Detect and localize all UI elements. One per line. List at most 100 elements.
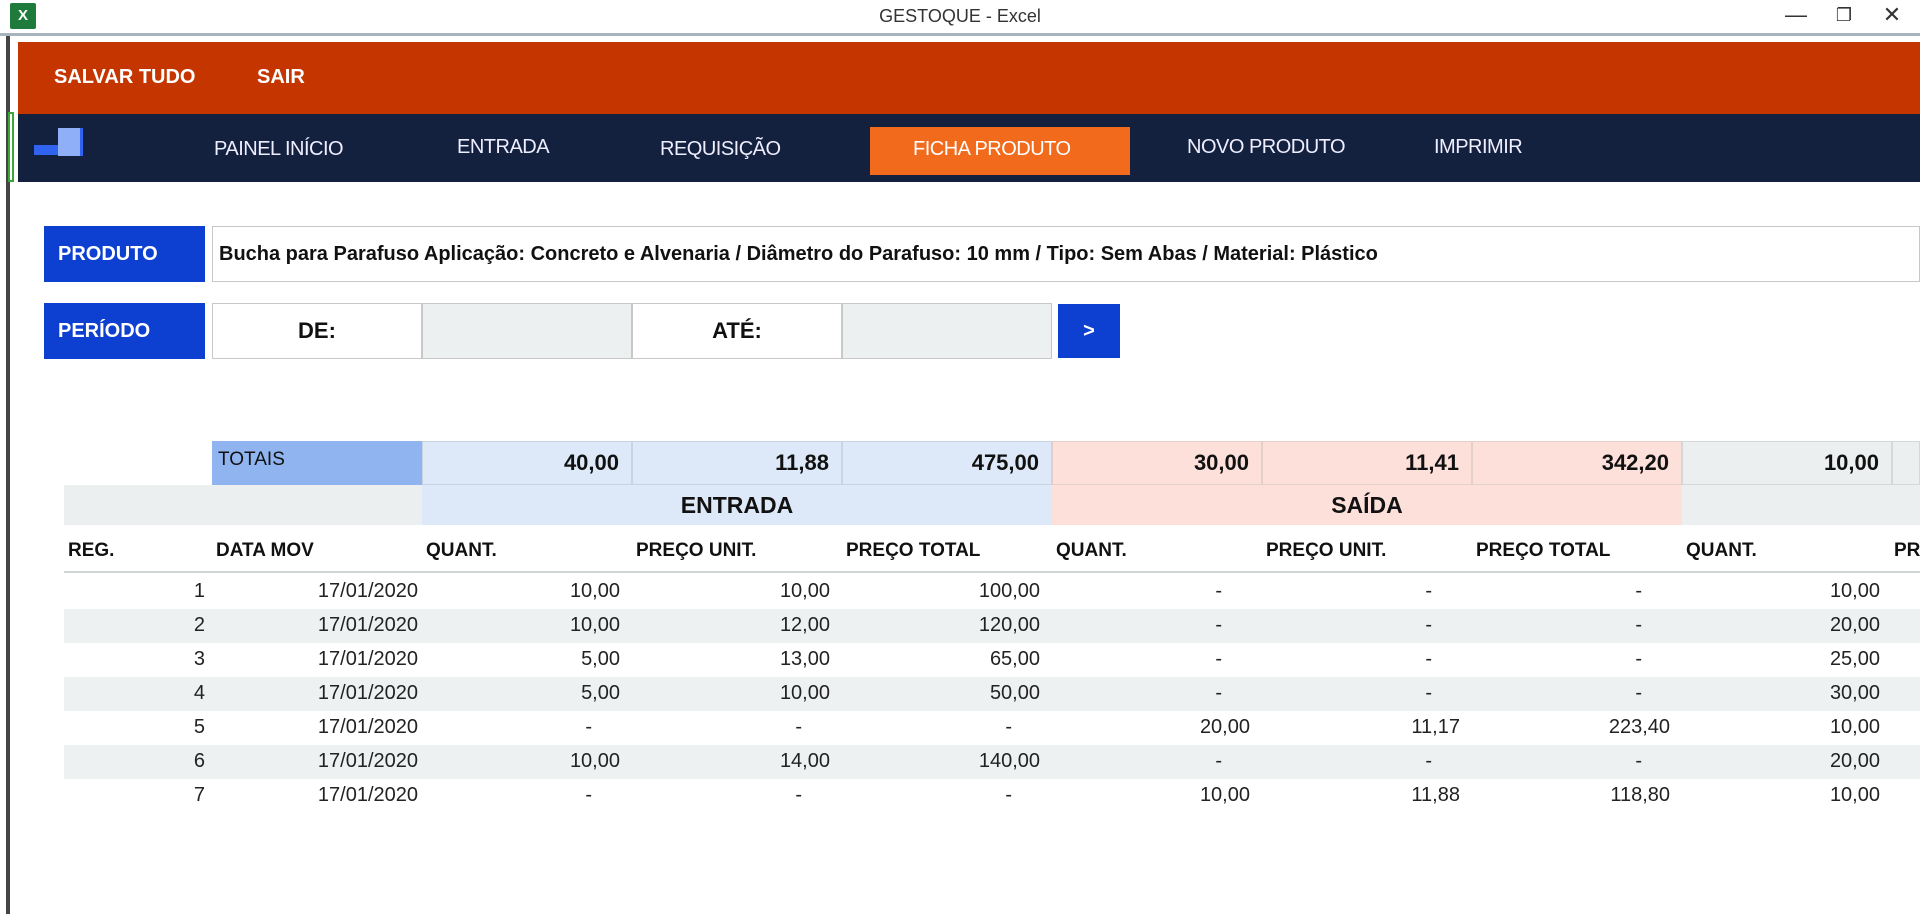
table-cell[interactable]: 10,00 (779, 580, 830, 602)
save-all-button[interactable]: SALVAR TUDO (54, 66, 196, 88)
table-cell[interactable]: 20,00 (1829, 750, 1880, 772)
table-cell[interactable]: - (1635, 614, 1642, 636)
table-row (64, 575, 1920, 609)
table-row (64, 745, 1920, 779)
table-cell[interactable]: 17/01/2020 (317, 716, 418, 738)
table-cell[interactable]: 30,00 (1829, 682, 1880, 704)
table-cell[interactable]: - (1215, 580, 1222, 602)
table-cell[interactable]: 10,00 (779, 682, 830, 704)
table-cell[interactable]: - (1635, 682, 1642, 704)
table-cell[interactable]: 10,00 (1199, 784, 1250, 806)
tab-painel-inicio[interactable]: PAINEL INÍCIO (214, 138, 344, 160)
restore-icon[interactable]: ❐ (1835, 5, 1853, 25)
table-cell[interactable]: 5,00 (581, 648, 620, 670)
table-cell[interactable]: - (585, 784, 592, 806)
table-cell[interactable]: 223,40 (1608, 716, 1670, 738)
tab-imprimir[interactable]: IMPRIMIR (1434, 136, 1523, 158)
tab-novo-produto[interactable]: NOVO PRODUTO (1187, 136, 1346, 158)
column-header: REG. (68, 540, 115, 561)
table-cell[interactable]: 10,00 (1829, 580, 1880, 602)
table-cell[interactable]: - (1635, 580, 1642, 602)
table-cell[interactable]: 17/01/2020 (317, 682, 418, 704)
table-cell[interactable]: 20,00 (1199, 716, 1250, 738)
table-cell[interactable]: 7 (193, 784, 205, 806)
table-cell[interactable]: 10,00 (569, 750, 620, 772)
minimize-icon[interactable]: — (1785, 2, 1807, 27)
table-row (64, 609, 1920, 643)
total-entrada-unit: 11,88 (632, 441, 842, 485)
table-row (64, 779, 1920, 813)
column-header: DATA MOV (216, 540, 314, 561)
table-cell[interactable]: - (1425, 750, 1432, 772)
table-cell[interactable]: - (1215, 648, 1222, 670)
table-cell[interactable]: 4 (193, 682, 205, 704)
table-cell[interactable]: 11,17 (1411, 716, 1460, 738)
total-saida-quant: 30,00 (1052, 441, 1262, 485)
title-bar (0, 0, 1920, 36)
table-cell[interactable]: 20,00 (1829, 614, 1880, 636)
table-cell[interactable]: - (585, 716, 592, 738)
tab-ficha-produto[interactable]: FICHA PRODUTO (913, 138, 1071, 160)
table-cell[interactable]: 14,00 (779, 750, 830, 772)
total-entrada-quant: 40,00 (422, 441, 632, 485)
table-cell[interactable]: 10,00 (569, 580, 620, 602)
table-cell[interactable]: 65,00 (989, 648, 1040, 670)
product-label: PRODUTO (44, 226, 205, 282)
table-cell[interactable]: 17/01/2020 (317, 580, 418, 602)
tab-requisicao[interactable]: REQUISIÇÃO (660, 138, 781, 160)
column-header: QUANT. (1686, 540, 1757, 561)
table-cell[interactable]: 17/01/2020 (317, 614, 418, 636)
table-cell[interactable]: 100,00 (978, 580, 1040, 602)
tab-entrada[interactable]: ENTRADA (457, 136, 550, 158)
from-label: DE: (212, 303, 422, 359)
table-cell[interactable]: - (1215, 750, 1222, 772)
table-cell[interactable]: - (1215, 614, 1222, 636)
table-cell[interactable]: - (795, 784, 802, 806)
table-cell[interactable]: 3 (193, 648, 205, 670)
table-cell[interactable]: - (1005, 716, 1012, 738)
table-cell[interactable]: - (1425, 682, 1432, 704)
table-cell[interactable]: - (1425, 648, 1432, 670)
apply-period-button[interactable]: > (1058, 304, 1120, 358)
table-cell[interactable]: 50,00 (989, 682, 1040, 704)
table-cell[interactable]: - (1005, 784, 1012, 806)
table-cell[interactable]: 6 (193, 750, 205, 772)
table-cell[interactable]: - (1425, 614, 1432, 636)
table-cell[interactable]: 13,00 (779, 648, 830, 670)
table-cell[interactable]: 10,00 (569, 614, 620, 636)
table-cell[interactable]: - (1425, 580, 1432, 602)
table-cell[interactable]: - (1215, 682, 1222, 704)
table-cell[interactable]: 17/01/2020 (317, 784, 418, 806)
table-cell[interactable]: 2 (193, 614, 205, 636)
to-date-input[interactable] (842, 303, 1052, 359)
column-header: QUANT. (1056, 540, 1127, 561)
table-cell[interactable]: 10,00 (1829, 716, 1880, 738)
table-row (64, 711, 1920, 745)
table-cell[interactable]: 1 (193, 580, 205, 602)
table-cell[interactable]: 12,00 (779, 614, 830, 636)
total-saldo-quant: 10,00 (1682, 441, 1892, 485)
table-cell[interactable]: 5 (193, 716, 205, 738)
product-field[interactable]: Bucha para Parafuso Aplicação: Concreto … (212, 226, 1920, 282)
action-bar (18, 42, 1920, 114)
table-cell[interactable]: 10,00 (1829, 784, 1880, 806)
table-cell[interactable]: 140,00 (978, 750, 1040, 772)
table-cell[interactable]: - (1635, 750, 1642, 772)
column-header: PREÇO TOTAL (846, 540, 981, 561)
total-saida-total: 342,20 (1472, 441, 1682, 485)
table-cell[interactable]: 17/01/2020 (317, 750, 418, 772)
from-date-input[interactable] (422, 303, 632, 359)
table-cell[interactable]: 17/01/2020 (317, 648, 418, 670)
table-cell[interactable]: 5,00 (581, 682, 620, 704)
table-cell[interactable]: 25,00 (1829, 648, 1880, 670)
column-header: PR (1894, 540, 1920, 561)
table-cell[interactable]: 11,88 (1411, 784, 1460, 806)
table-cell[interactable]: - (795, 716, 802, 738)
column-header: PREÇO TOTAL (1476, 540, 1611, 561)
table-cell[interactable]: 118,80 (1610, 784, 1670, 806)
table-cell[interactable]: - (1635, 648, 1642, 670)
column-header: PREÇO UNIT. (636, 540, 757, 561)
exit-button[interactable]: SAIR (257, 66, 305, 88)
table-cell[interactable]: 120,00 (978, 614, 1040, 636)
close-icon[interactable]: ✕ (1882, 2, 1902, 27)
